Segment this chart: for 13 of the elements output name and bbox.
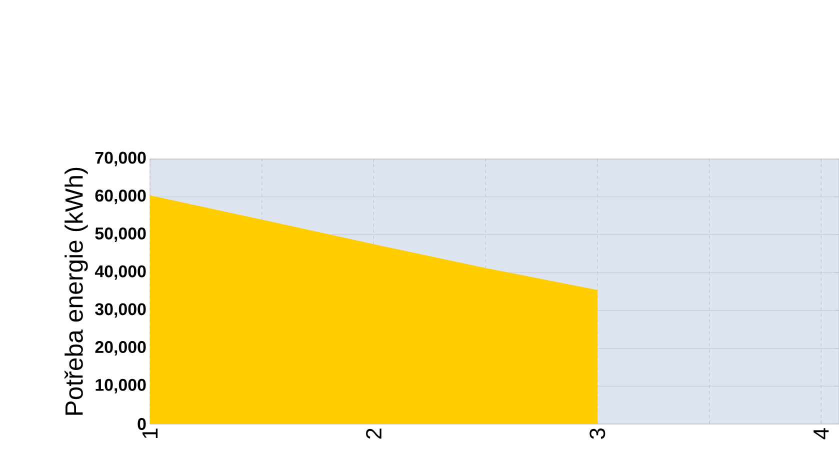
y-tick-label: 40,000 xyxy=(94,265,146,280)
x-tick-label: 1 xyxy=(142,428,158,438)
x-tick-label: 4 xyxy=(814,428,829,440)
y-tick-label: 30,000 xyxy=(95,303,146,318)
y-tick-label: 0 xyxy=(138,418,146,430)
y-axis-title: Potřeba energie (kWh) xyxy=(64,168,88,415)
y-tick-label: 20,000 xyxy=(95,341,146,356)
y-tick-label: 60,000 xyxy=(95,190,146,204)
x-tick-label: 2 xyxy=(366,428,382,439)
y-tick-label: 10,000 xyxy=(96,378,146,394)
y-tick-label: 70,000 xyxy=(95,152,146,166)
x-tick-label: 3 xyxy=(590,428,606,439)
y-tick-label: 50,000 xyxy=(95,227,146,242)
